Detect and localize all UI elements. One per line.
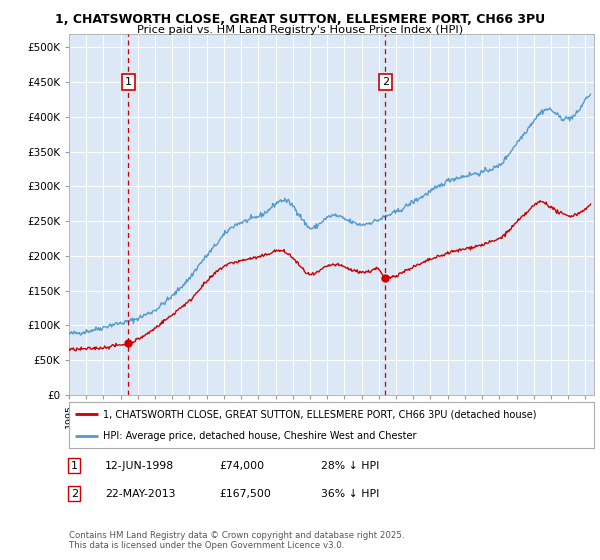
Text: 1: 1 (125, 77, 132, 87)
Text: £167,500: £167,500 (219, 489, 271, 499)
Text: Contains HM Land Registry data © Crown copyright and database right 2025.
This d: Contains HM Land Registry data © Crown c… (69, 531, 404, 550)
Text: 22-MAY-2013: 22-MAY-2013 (105, 489, 176, 499)
Text: 1, CHATSWORTH CLOSE, GREAT SUTTON, ELLESMERE PORT, CH66 3PU: 1, CHATSWORTH CLOSE, GREAT SUTTON, ELLES… (55, 13, 545, 26)
Text: HPI: Average price, detached house, Cheshire West and Chester: HPI: Average price, detached house, Ches… (103, 431, 416, 441)
Text: 1, CHATSWORTH CLOSE, GREAT SUTTON, ELLESMERE PORT, CH66 3PU (detached house): 1, CHATSWORTH CLOSE, GREAT SUTTON, ELLES… (103, 409, 536, 419)
Text: 28% ↓ HPI: 28% ↓ HPI (321, 461, 379, 471)
Text: 2: 2 (71, 489, 78, 499)
Text: 36% ↓ HPI: 36% ↓ HPI (321, 489, 379, 499)
Text: 1: 1 (71, 461, 78, 471)
Text: 12-JUN-1998: 12-JUN-1998 (105, 461, 174, 471)
Text: Price paid vs. HM Land Registry's House Price Index (HPI): Price paid vs. HM Land Registry's House … (137, 25, 463, 35)
Text: 2: 2 (382, 77, 389, 87)
Text: £74,000: £74,000 (219, 461, 264, 471)
